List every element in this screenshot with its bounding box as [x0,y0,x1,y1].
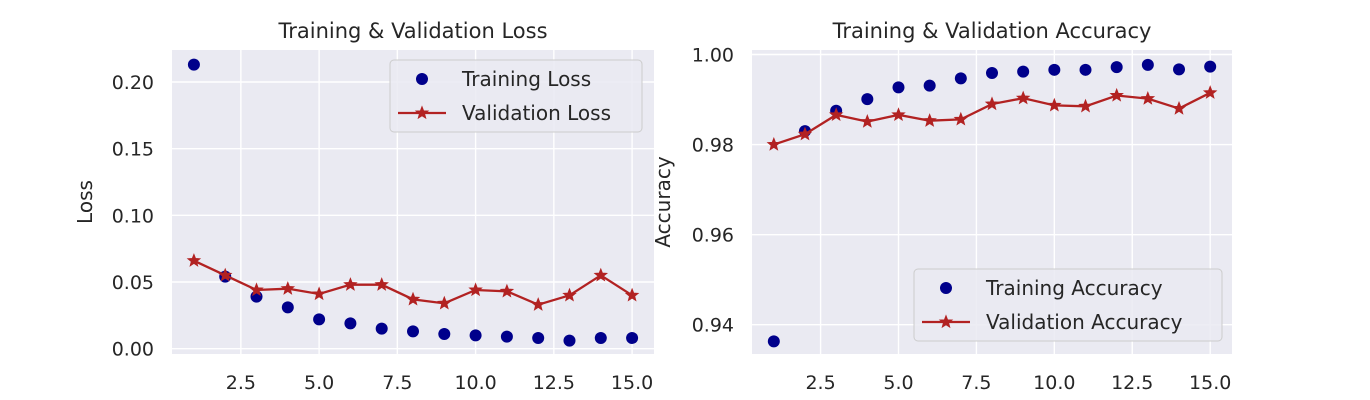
y-axis-label: Loss [73,180,97,224]
data-point [1173,63,1186,76]
data-point [767,335,780,348]
y-tick-label: 0.96 [692,225,734,247]
data-point [984,96,1000,111]
data-point [1171,100,1187,115]
chart-title: Training & Validation Accuracy [832,19,1152,43]
chart-accuracy: 2.5 5.0 7.5 10.0 12.5 15.0 0.94 0.96 0.98 1.00 Tra… [651,19,1232,394]
x-tick-label: 2.5 [226,372,256,394]
data-point [374,277,389,291]
data-point [1202,85,1218,99]
legend-marker [414,105,430,120]
data-point [530,297,546,311]
data-point [892,81,905,94]
y-tick-label: 0.10 [112,205,154,227]
data-point [468,282,483,297]
x-tick-label: 2.5 [805,372,835,394]
data-point [407,325,419,338]
data-point [624,287,640,302]
data-point [923,79,936,92]
data-point [986,66,998,79]
data-point [1204,60,1217,73]
data-point [344,317,357,330]
data-point [438,328,451,340]
data-point [828,107,844,122]
data-point [766,136,782,151]
legend-marker [940,282,952,294]
chart-loss: 2.5 5.0 7.5 10.0 12.5 15.0 0.00 0.05 0.10 0.15 0.2… [73,19,654,394]
data-point [249,282,264,297]
x-tick-label: 5.0 [304,372,334,394]
data-point [1047,97,1062,112]
data-point [217,267,233,282]
y-tick-label: 0.20 [112,72,154,94]
data-point [626,332,639,344]
data-point [1048,63,1061,76]
data-point [797,126,813,141]
data-point [861,93,874,106]
data-point [1079,63,1092,76]
data-point [1141,58,1154,71]
data-point [563,334,576,347]
data-point [954,72,967,85]
legend-label: Validation Loss [462,101,611,125]
legend-marker [938,314,954,329]
data-point [891,107,906,122]
data-point [405,291,421,306]
legend: Training Loss Validation Loss [389,59,643,133]
x-tick-label: 15.0 [611,372,653,394]
x-tick-label: 7.5 [382,372,412,394]
series-1 [186,253,640,311]
x-tick-label: 12.5 [1111,372,1153,394]
x-tick-label: 15.0 [1189,372,1231,394]
data-point [313,313,326,326]
x-tick-label: 7.5 [961,372,991,394]
y-tick-label: 0.05 [112,272,154,294]
data-point [1017,65,1030,78]
legend-label: Training Loss [461,67,591,91]
data-point [187,58,200,71]
y-tick-label: 0.94 [692,315,734,337]
data-point [1110,61,1123,74]
chart-title: Training & Validation Loss [277,19,547,43]
data-point [594,332,607,344]
y-tick-label: 0.15 [112,139,154,161]
data-point [186,253,202,267]
legend-label: Training Accuracy [985,276,1163,300]
series-1 [766,85,1218,151]
y-tick-label: 0.00 [112,339,154,361]
data-point [311,286,327,301]
legend-label: Validation Accuracy [986,310,1183,334]
data-point [500,330,513,343]
y-axis-label: Accuracy [651,156,675,247]
x-tick-label: 12.5 [533,372,575,394]
legend-box [389,59,643,133]
x-tick-label: 5.0 [883,372,913,394]
data-point [375,322,388,335]
series-0 [187,58,639,347]
data-point [922,113,937,127]
legend: Training Accuracy Validation Accuracy [913,268,1223,342]
legend-marker [416,73,428,85]
x-tick-label: 10.0 [454,372,496,394]
legend-box [913,268,1223,342]
y-tick-label: 1.00 [692,45,734,67]
data-point [532,332,545,344]
data-point [280,281,296,295]
data-point [437,295,452,310]
data-point [499,283,515,298]
data-point [860,114,875,128]
data-point [281,301,294,314]
data-point [1140,91,1156,105]
data-point [469,329,482,342]
data-point [343,277,358,291]
y-tick-label: 0.98 [692,135,734,157]
data-point [1109,87,1124,102]
data-point [1078,98,1093,113]
data-point [562,287,577,302]
x-tick-label: 10.0 [1033,372,1075,394]
data-point [593,267,609,282]
data-point [953,111,969,126]
data-point [1015,90,1031,105]
